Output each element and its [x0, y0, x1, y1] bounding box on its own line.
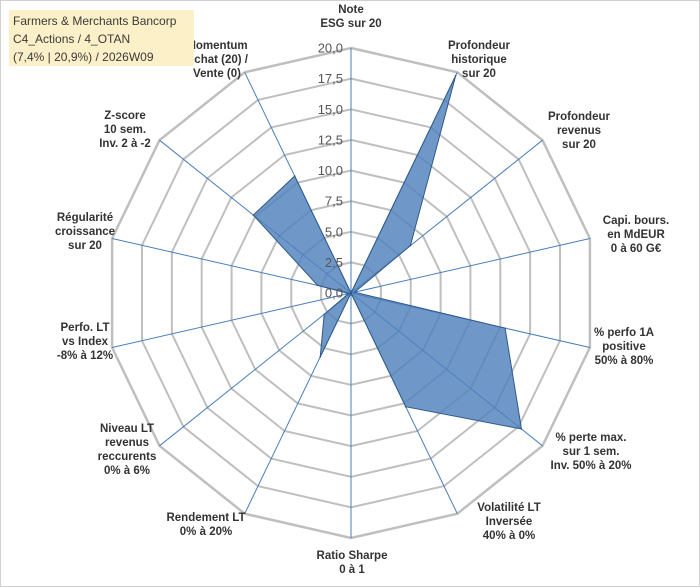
data-point-7: [350, 292, 352, 294]
axis-spoke-3: [350, 238, 591, 294]
tick-label-4: 10,0: [318, 163, 343, 178]
axis-label-11: Régularité croissance sur 20: [55, 212, 115, 252]
chart-title-box: Farmers & Merchants Bancorp C4_Actions /…: [9, 10, 194, 66]
axis-label-7: Ratio Sharpe 0 à 1: [317, 550, 388, 576]
title-stats: (7,4% | 20,9%) / 2026W09: [13, 50, 154, 64]
tick-label-7: 17,5: [318, 71, 343, 86]
tick-label-8: 20,0: [318, 41, 343, 56]
tick-label-6: 15,0: [318, 102, 343, 117]
axis-label-12: Z-score 10 sem. Inv. 2 à -2: [99, 110, 151, 150]
axis-label-8: Rendement LT 0% à 20%: [166, 512, 245, 538]
tick-label-0: 0,0: [325, 286, 343, 301]
axis-spoke-10: [111, 292, 352, 348]
data-point-5: [520, 428, 523, 430]
axis-spoke-9: [159, 292, 352, 447]
axis-label-13: Momentum Achat (20) / Vente (0): [186, 40, 249, 80]
data-point-3: [353, 291, 356, 294]
data-point-12: [252, 214, 255, 216]
data-point-11: [316, 284, 319, 287]
title-company: Farmers & Merchants Bancorp: [13, 14, 177, 28]
data-point-6: [404, 405, 407, 408]
axis-label-2: Profondeur revenus sur 20: [548, 111, 610, 151]
tick-label-1: 2,5: [325, 255, 343, 270]
tick-label-3: 7,5: [325, 194, 343, 209]
data-point-1: [454, 74, 457, 77]
axis-label-9: Niveau LT revenus reccurents 0% à 6%: [98, 423, 157, 477]
title-category: C4_Actions / 4_OTAN: [13, 32, 131, 46]
axis-label-6: Volatilité LT Inversée 40% à 0%: [477, 502, 540, 542]
axis-label-0: Note ESG sur 20: [320, 4, 381, 30]
data-point-9: [323, 313, 326, 316]
axis-label-1: Profondeur historique sur 20: [448, 40, 510, 80]
tick-label-2: 5,0: [325, 224, 343, 239]
axis-spoke-11: [111, 238, 352, 294]
data-point-2: [409, 244, 412, 247]
axis-label-5: % perte max. sur 1 sem. Inv. 50% à 20%: [551, 432, 632, 472]
data-point-4: [504, 327, 506, 330]
data-point-8: [319, 356, 322, 358]
axis-label-3: Capi. bours. en MdEUR 0 à 60 G€: [603, 215, 669, 255]
axis-label-4: % perfo 1A positive 50% à 80%: [594, 327, 654, 367]
axis-label-10: Perfo. LT vs Index -8% à 12%: [57, 322, 113, 362]
tick-label-5: 12,5: [318, 132, 343, 147]
data-point-13: [293, 175, 296, 177]
data-point-10: [347, 292, 350, 295]
